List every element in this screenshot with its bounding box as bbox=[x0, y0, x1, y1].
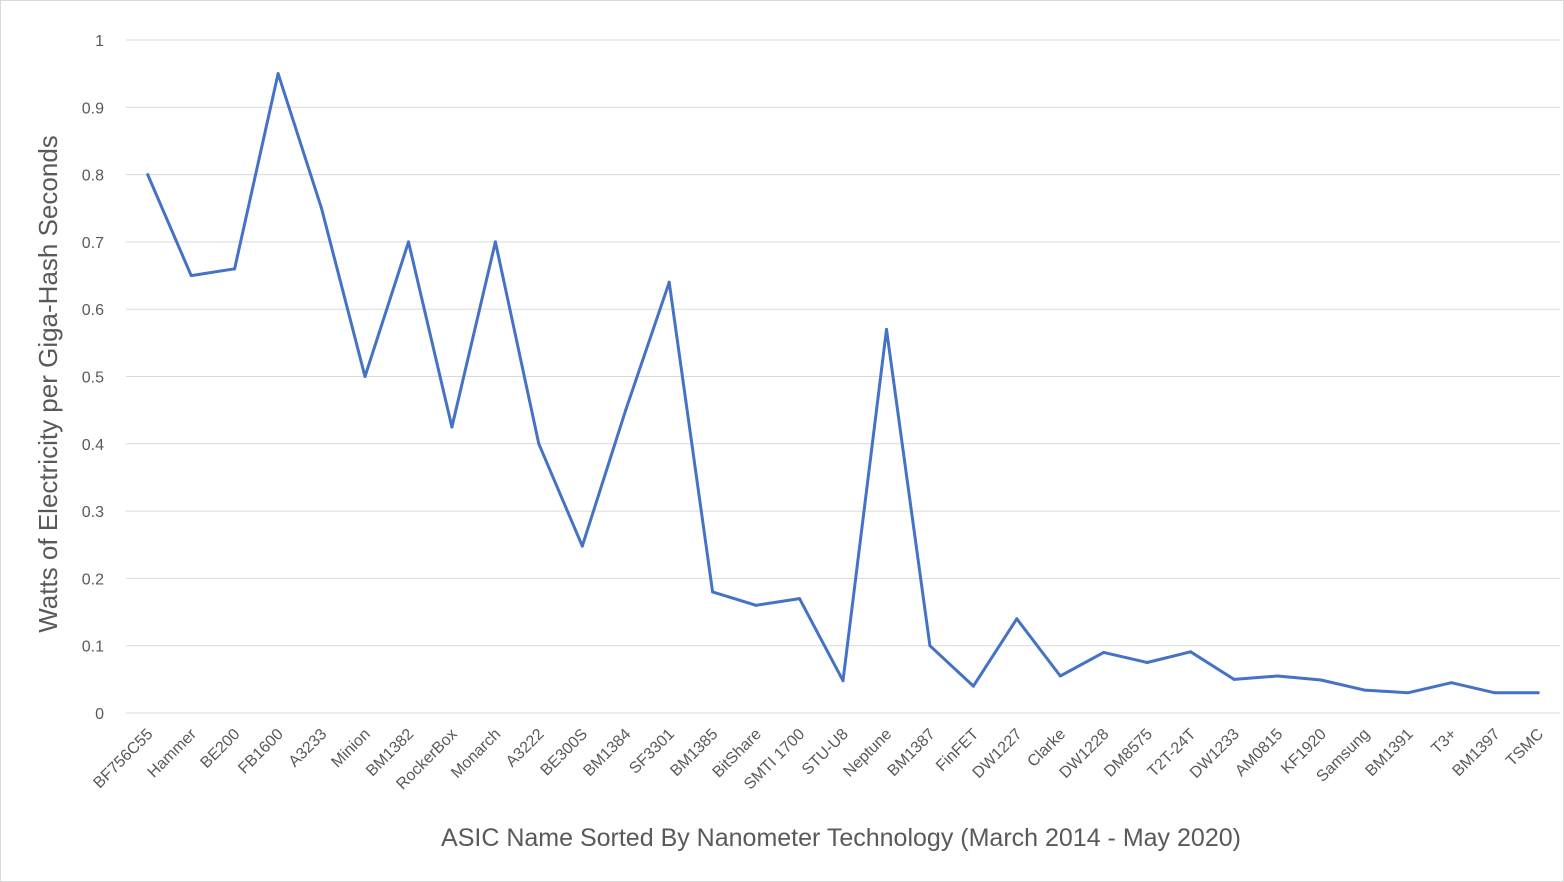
data-point bbox=[1102, 650, 1106, 654]
data-point bbox=[1319, 678, 1323, 682]
data-point bbox=[754, 603, 758, 607]
data-point bbox=[1189, 650, 1193, 654]
data-point bbox=[1145, 661, 1149, 665]
data-point bbox=[580, 544, 584, 548]
data-point bbox=[189, 274, 193, 278]
data-point bbox=[1232, 677, 1236, 681]
data-point bbox=[884, 327, 888, 331]
data-point bbox=[928, 644, 932, 648]
data-point bbox=[320, 206, 324, 210]
y-tick-label: 1 bbox=[95, 33, 104, 50]
y-tick-label: 0.1 bbox=[82, 639, 104, 656]
data-point bbox=[1406, 691, 1410, 695]
data-point bbox=[1015, 617, 1019, 621]
x-tick-label: BM1384 bbox=[580, 726, 634, 780]
data-point bbox=[1058, 674, 1062, 678]
x-tick-label: BM1397 bbox=[1449, 726, 1503, 780]
y-tick-label: 0.8 bbox=[82, 168, 104, 185]
data-point bbox=[711, 590, 715, 594]
data-point bbox=[841, 679, 845, 683]
x-tick-label: A3233 bbox=[286, 726, 331, 771]
x-tick-label: T3+ bbox=[1428, 726, 1460, 758]
data-point bbox=[798, 597, 802, 601]
y-tick-labels: 0 0.1 0.2 0.3 0.4 0.5 0.6 0.7 0.8 0.9 1 bbox=[82, 33, 104, 723]
y-tick-label: 0 bbox=[95, 706, 104, 723]
data-point bbox=[276, 72, 280, 76]
data-point bbox=[406, 240, 410, 244]
data-point bbox=[667, 280, 671, 284]
x-tick-label: BF756C55 bbox=[90, 726, 156, 792]
y-tick-label: 0.5 bbox=[82, 370, 104, 387]
data-point bbox=[363, 375, 367, 378]
x-tick-label: AM0815 bbox=[1232, 726, 1286, 780]
x-tick-label: Neptune bbox=[840, 726, 895, 781]
data-point bbox=[537, 442, 541, 446]
y-tick-label: 0.2 bbox=[82, 571, 104, 588]
data-point bbox=[1493, 691, 1497, 695]
y-axis-title: Watts of Electricity per Giga-Hash Secon… bbox=[33, 135, 63, 633]
x-tick-label: FB1600 bbox=[235, 726, 287, 778]
data-point bbox=[624, 408, 628, 412]
y-tick-label: 0.4 bbox=[82, 437, 104, 454]
y-tick-label: 0.9 bbox=[82, 100, 104, 117]
y-tick-label: 0.7 bbox=[82, 235, 104, 252]
data-point bbox=[493, 240, 497, 244]
data-points bbox=[146, 72, 1540, 695]
x-axis-title: ASIC Name Sorted By Nanometer Technology… bbox=[441, 824, 1241, 852]
data-point bbox=[1362, 688, 1366, 692]
data-point bbox=[233, 267, 237, 271]
y-tick-label: 0.6 bbox=[82, 302, 104, 319]
data-point bbox=[971, 684, 975, 688]
x-tick-label: BM1391 bbox=[1363, 726, 1417, 780]
data-point bbox=[450, 425, 454, 429]
x-tick-label: BM1387 bbox=[885, 726, 939, 780]
data-point bbox=[146, 173, 150, 177]
x-tick-labels: BF756C55HammerBE200FB1600A3233MinionBM13… bbox=[90, 725, 1547, 793]
x-tick-label: TSMC bbox=[1503, 726, 1547, 770]
x-tick-label: Hammer bbox=[145, 725, 201, 781]
y-tick-label: 0.3 bbox=[82, 504, 104, 521]
data-point bbox=[1536, 691, 1540, 695]
series-line bbox=[146, 72, 1539, 695]
data-point bbox=[1276, 674, 1280, 678]
data-point bbox=[1449, 681, 1453, 685]
gridlines bbox=[126, 39, 1560, 714]
